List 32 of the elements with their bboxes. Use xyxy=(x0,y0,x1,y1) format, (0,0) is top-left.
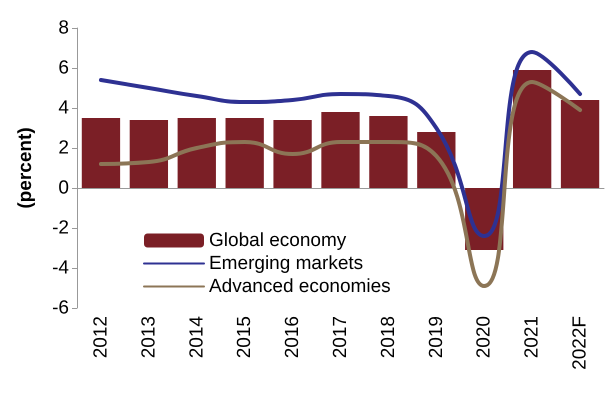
legend-label: Emerging markets xyxy=(209,253,364,274)
y-tick-label: 2 xyxy=(58,138,69,158)
x-tick-label: 2014 xyxy=(186,316,208,358)
y-tick-label: -2 xyxy=(52,218,69,238)
x-tick-label: 2020 xyxy=(474,316,495,358)
bar xyxy=(560,100,600,188)
bar xyxy=(512,70,552,188)
y-tick-label: -4 xyxy=(52,258,70,278)
y-tick-label: 6 xyxy=(58,58,69,78)
y-tick-label: 4 xyxy=(58,98,70,118)
legend-label: Global economy xyxy=(209,230,347,251)
bar xyxy=(130,120,168,188)
x-tick-label: 2015 xyxy=(234,316,256,358)
x-tick-label: 2022F xyxy=(570,316,591,370)
bar xyxy=(226,118,264,188)
y-tick-label: -6 xyxy=(52,298,69,318)
bar xyxy=(321,112,360,188)
x-tick-label: 2017 xyxy=(330,316,351,358)
x-tick-label: 2018 xyxy=(378,316,399,358)
x-tick-label: 2021 xyxy=(522,316,543,358)
bar xyxy=(369,116,408,188)
y-tick-label: 8 xyxy=(58,18,69,38)
legend-label: Advanced economies xyxy=(209,276,391,297)
x-tick-label: 2013 xyxy=(138,316,160,358)
x-tick-label: 2012 xyxy=(90,316,112,358)
bar xyxy=(273,120,312,188)
bar xyxy=(82,118,120,188)
y-axis-title: (percent) xyxy=(15,127,36,209)
y-tick-label: 0 xyxy=(58,178,69,198)
x-tick-label: 2019 xyxy=(426,316,447,358)
x-tick-label: 2016 xyxy=(282,316,304,358)
bar xyxy=(178,118,216,188)
